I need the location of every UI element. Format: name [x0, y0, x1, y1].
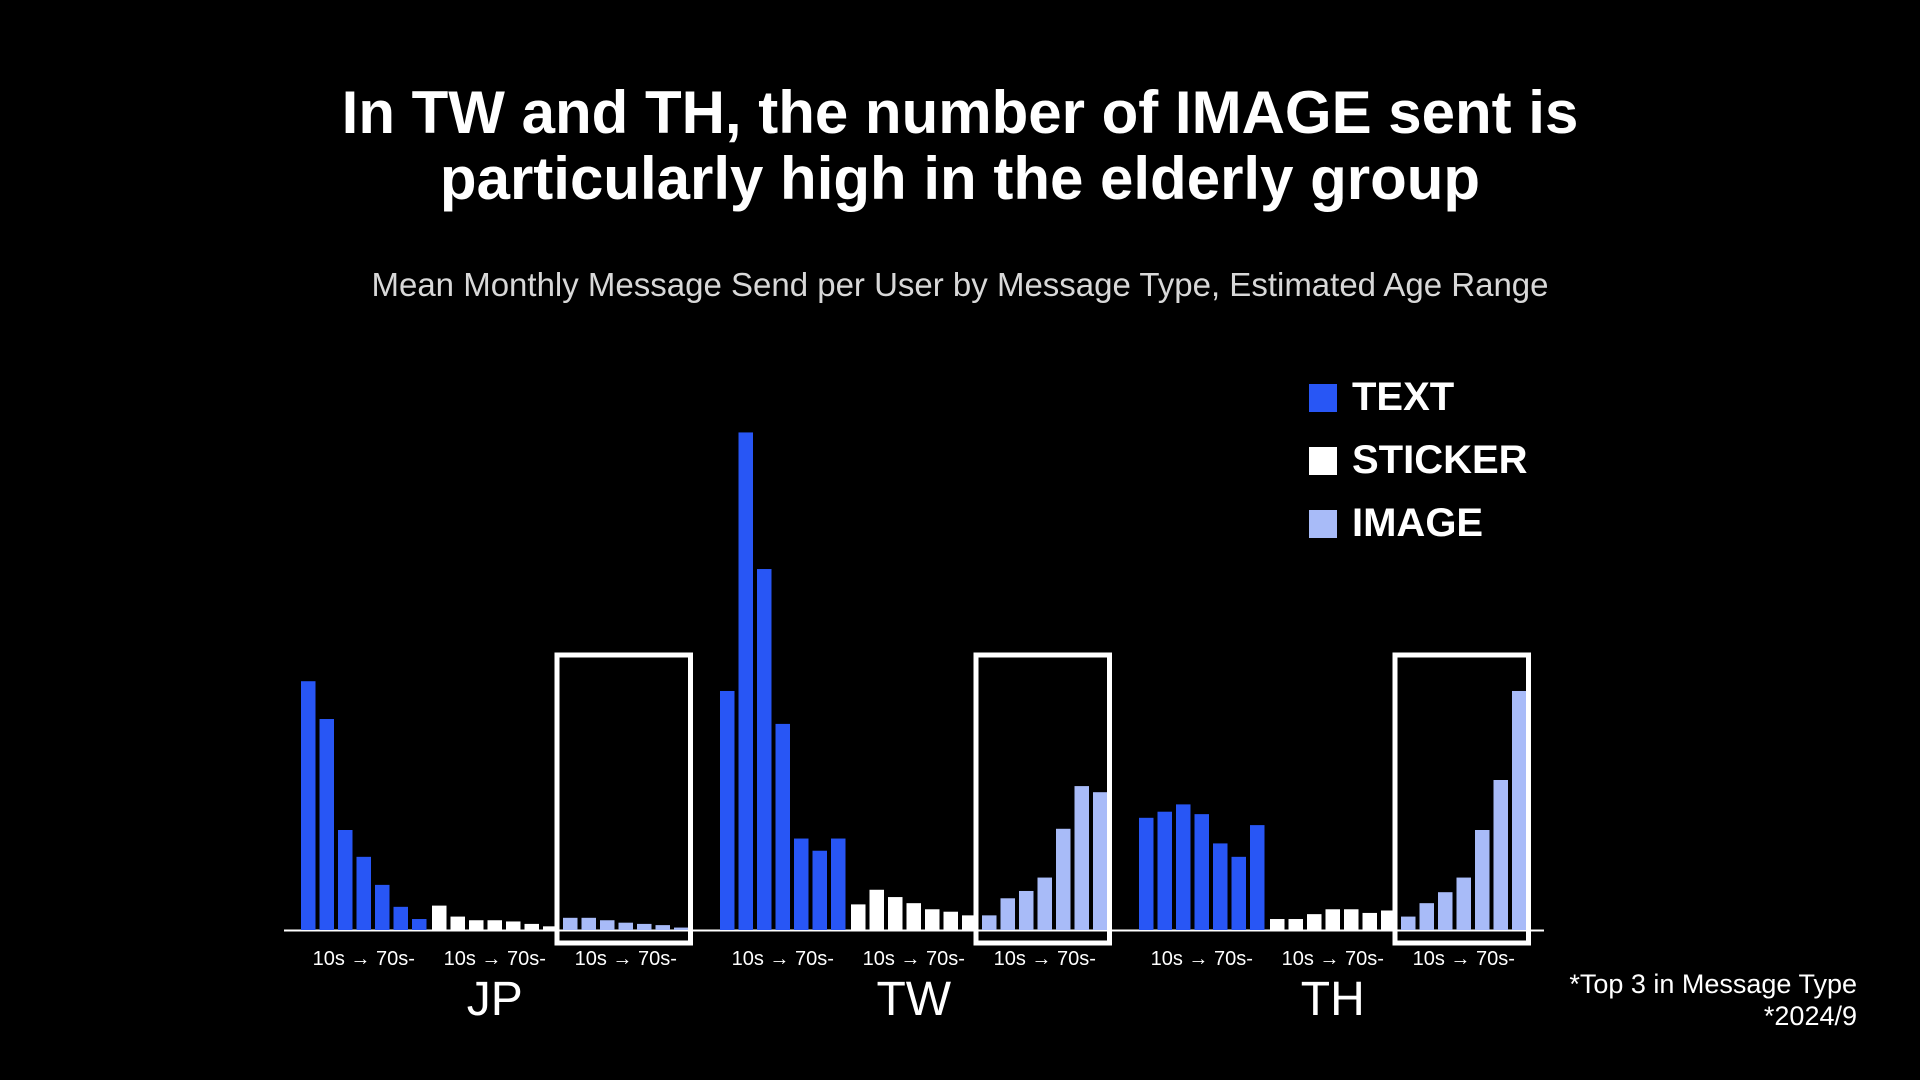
bar-tw-text-2 [757, 569, 772, 930]
legend-label-sticker: STICKER [1352, 438, 1528, 482]
country-label-th: TH [1301, 973, 1365, 1026]
legend-swatch-text [1309, 384, 1337, 412]
bar-jp-text-0 [301, 681, 316, 930]
tick-label-th-text: 10s → 70s- [1151, 948, 1253, 970]
bar-th-text-1 [1157, 811, 1172, 930]
bar-tw-image-0 [982, 915, 997, 930]
bar-tw-text-6 [831, 838, 846, 930]
highlight-box-tw [973, 652, 1112, 946]
bar-th-text-4 [1213, 843, 1228, 930]
bar-jp-sticker-2 [469, 920, 484, 930]
bar-tw-sticker-3 [906, 903, 921, 930]
bar-tw-sticker-1 [869, 889, 884, 930]
bar-tw-image-3 [1037, 877, 1052, 930]
bar-jp-text-6 [412, 919, 427, 930]
chart-subtitle: Mean Monthly Message Send per User by Me… [371, 266, 1549, 303]
bar-th-sticker-2 [1307, 914, 1322, 930]
bar-th-image-1 [1419, 903, 1434, 930]
tick-label-jp-sticker: 10s → 70s- [444, 948, 546, 970]
chart-title-line-1: In TW and TH, the number of IMAGE sent i… [341, 79, 1579, 146]
bar-th-text-6 [1250, 825, 1265, 930]
bar-th-sticker-6 [1381, 910, 1396, 930]
bar-jp-sticker-1 [450, 916, 465, 930]
bar-jp-text-2 [338, 830, 353, 930]
footnote-top3: *Top 3 in Message Type [1569, 969, 1857, 999]
bar-jp-image-0 [563, 917, 578, 930]
bar-tw-sticker-0 [851, 904, 866, 930]
bar-th-sticker-4 [1344, 909, 1359, 930]
tick-label-tw-sticker: 10s → 70s- [863, 948, 965, 970]
bar-jp-image-4 [637, 923, 652, 930]
bar-th-image-0 [1401, 916, 1416, 930]
bar-tw-text-3 [775, 723, 790, 930]
bar-jp-image-6 [674, 927, 689, 930]
bar-jp-image-2 [600, 920, 615, 930]
bar-jp-text-1 [319, 719, 334, 930]
bar-th-image-2 [1438, 892, 1453, 930]
bar-tw-sticker-5 [943, 911, 958, 930]
bar-tw-text-0 [720, 690, 735, 930]
bar-tw-image-1 [1000, 898, 1015, 930]
bar-tw-sticker-2 [888, 897, 903, 930]
tick-label-jp-text: 10s → 70s- [313, 948, 415, 970]
bar-jp-sticker-3 [487, 920, 502, 930]
legend-swatch-image [1309, 510, 1337, 538]
bar-th-image-5 [1493, 780, 1508, 930]
chart-title-line-2: particularly high in the elderly group [439, 145, 1481, 212]
bar-tw-image-6 [1093, 792, 1108, 930]
bar-th-text-2 [1176, 804, 1191, 930]
bar-tw-text-1 [738, 432, 753, 930]
tick-label-tw-image: 10s → 70s- [994, 948, 1096, 970]
bar-th-image-4 [1475, 830, 1490, 930]
bar-th-text-3 [1194, 814, 1209, 930]
legend-label-text: TEXT [1352, 375, 1454, 419]
bar-jp-text-5 [393, 906, 408, 930]
highlight-box-th [1392, 652, 1531, 946]
bar-th-image-6 [1512, 690, 1527, 930]
legend-label-image: IMAGE [1352, 501, 1483, 545]
tick-label-tw-text: 10s → 70s- [732, 948, 834, 970]
tick-label-jp-image: 10s → 70s- [575, 948, 677, 970]
bar-jp-sticker-4 [506, 921, 521, 930]
footnotes: *Top 3 in Message Type *2024/9 [1569, 968, 1857, 1032]
bar-jp-text-3 [356, 856, 371, 930]
bar-th-image-3 [1456, 877, 1471, 930]
bar-tw-text-4 [794, 838, 809, 930]
bar-jp-image-3 [618, 922, 633, 930]
country-label-jp: JP [467, 973, 523, 1026]
bar-th-sticker-3 [1325, 909, 1340, 930]
bar-jp-sticker-6 [543, 926, 558, 930]
bar-jp-text-4 [375, 884, 390, 930]
tick-label-th-sticker: 10s → 70s- [1282, 948, 1384, 970]
bar-tw-text-5 [812, 850, 827, 930]
bar-tw-image-5 [1074, 786, 1089, 930]
bar-th-sticker-5 [1362, 912, 1377, 930]
chart-title: In TW and TH, the number of IMAGE sent i… [0, 80, 1920, 212]
bar-th-text-0 [1139, 817, 1154, 930]
tick-label-th-image: 10s → 70s- [1413, 948, 1515, 970]
bar-jp-image-1 [581, 917, 596, 930]
legend-swatch-sticker [1309, 447, 1337, 475]
bar-th-text-5 [1231, 856, 1246, 930]
bar-th-sticker-1 [1288, 919, 1303, 930]
bar-th-sticker-0 [1270, 919, 1285, 930]
footnote-date: *2024/9 [1763, 1001, 1857, 1031]
bar-tw-image-2 [1019, 890, 1034, 930]
bar-tw-image-4 [1056, 828, 1071, 930]
highlight-box-jp [554, 652, 693, 946]
country-label-tw: TW [876, 973, 951, 1026]
bar-jp-sticker-5 [524, 923, 539, 930]
bar-tw-sticker-4 [925, 909, 940, 930]
bar-jp-sticker-0 [432, 905, 447, 930]
bar-tw-sticker-6 [962, 915, 977, 930]
bar-jp-image-5 [655, 925, 670, 930]
